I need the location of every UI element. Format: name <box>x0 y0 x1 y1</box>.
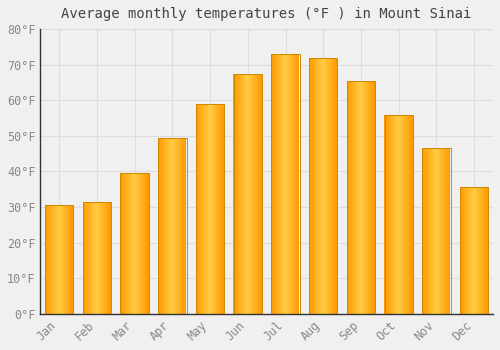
Bar <box>196 104 224 314</box>
Title: Average monthly temperatures (°F ) in Mount Sinai: Average monthly temperatures (°F ) in Mo… <box>62 7 472 21</box>
Bar <box>422 148 450 314</box>
Bar <box>384 114 413 314</box>
Bar <box>45 205 74 314</box>
Bar <box>347 81 375 314</box>
Bar <box>158 138 186 314</box>
Bar <box>120 173 149 314</box>
Bar <box>234 74 262 314</box>
Bar <box>272 54 299 314</box>
Bar <box>460 188 488 314</box>
Bar <box>309 57 338 314</box>
Bar <box>83 202 111 314</box>
